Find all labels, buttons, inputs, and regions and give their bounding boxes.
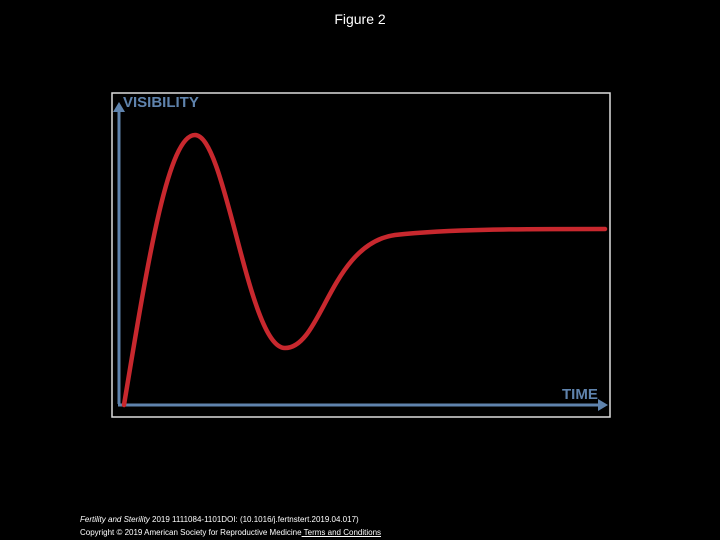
copyright-line: Copyright © 2019 American Society for Re… [80, 528, 381, 537]
copyright: Copyright © 2019 American Society for Re… [80, 528, 302, 537]
citation-text: 2019 1111084-1101DOI: (10.1016/j.fertnst… [149, 515, 359, 524]
figure-title: Figure 2 [334, 11, 386, 27]
citation: Fertility and Sterility 2019 1111084-110… [80, 515, 359, 524]
figure-frame [111, 92, 611, 418]
terms-link[interactable]: Terms and Conditions [301, 528, 382, 537]
y-arrow [113, 102, 125, 112]
y-axis-label: VISIBILITY [123, 94, 199, 111]
x-arrow [598, 399, 608, 411]
visibility-curve [121, 132, 608, 408]
journal: Fertility and Sterility [80, 515, 150, 524]
x-axis-label: TIME [562, 386, 598, 403]
